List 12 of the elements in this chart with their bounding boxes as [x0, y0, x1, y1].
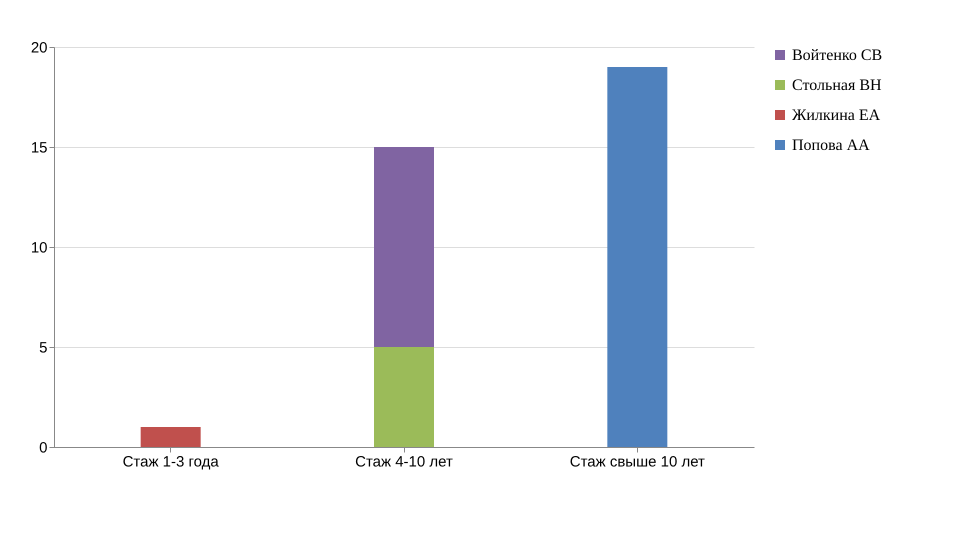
legend-label: Попова АА	[792, 137, 870, 154]
legend-label: Стольная ВН	[792, 77, 882, 94]
y-tick-label: 15	[30, 140, 48, 156]
y-tick-label: 5	[39, 340, 48, 356]
x-tick-label: Стаж 4-10 лет	[355, 454, 453, 470]
y-tick-label: 10	[30, 240, 48, 256]
legend-label: Войтенко СВ	[792, 47, 882, 64]
x-tick-label: Стаж 1-3 года	[122, 454, 220, 470]
legend-label: Жилкина ЕА	[792, 107, 881, 124]
y-tick-label: 0	[39, 440, 48, 456]
y-tick-label: 20	[30, 40, 48, 56]
x-tick-label: Стаж свыше 10 лет	[570, 454, 706, 470]
